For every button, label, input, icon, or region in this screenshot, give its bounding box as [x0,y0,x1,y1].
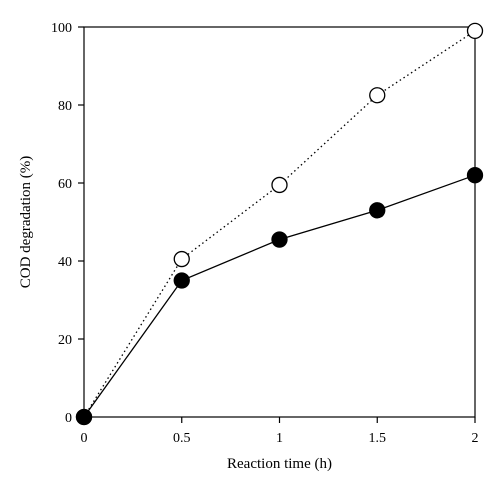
x-axis: 0 0.5 1 1.5 2 [81,417,479,446]
series-1-point [466,22,484,40]
series-2-line [83,174,476,418]
series-2-point [369,202,386,219]
x-tick-label: 0.5 [173,431,191,446]
series-1-line [83,30,476,418]
y-axis: 0 20 40 60 80 100 [51,21,84,426]
series-2-point [466,167,484,184]
y-tick-label: 40 [58,255,72,270]
y-tick-label: 80 [58,99,72,114]
series-2-point [271,231,288,248]
series-lines [83,30,476,418]
series-2-point [173,272,190,289]
x-axis-title: Reaction time (h) [227,456,332,472]
y-axis-title: COD degradation (%) [18,156,34,288]
y-tick-label: 0 [65,411,72,426]
y-tick-label: 60 [58,177,72,192]
series-2-point [75,408,93,426]
series-points [75,22,484,426]
series-1-point [369,87,386,104]
x-tick-label: 1 [276,431,283,446]
x-tick-label: 1.5 [369,431,387,446]
x-tick-label: 2 [472,431,479,446]
plot-frame [83,26,476,418]
y-tick-label: 100 [51,21,72,36]
series-1-point [173,250,190,268]
series-1-point [271,176,288,194]
x-tick-label: 0 [81,431,88,446]
y-tick-label: 20 [58,333,72,348]
